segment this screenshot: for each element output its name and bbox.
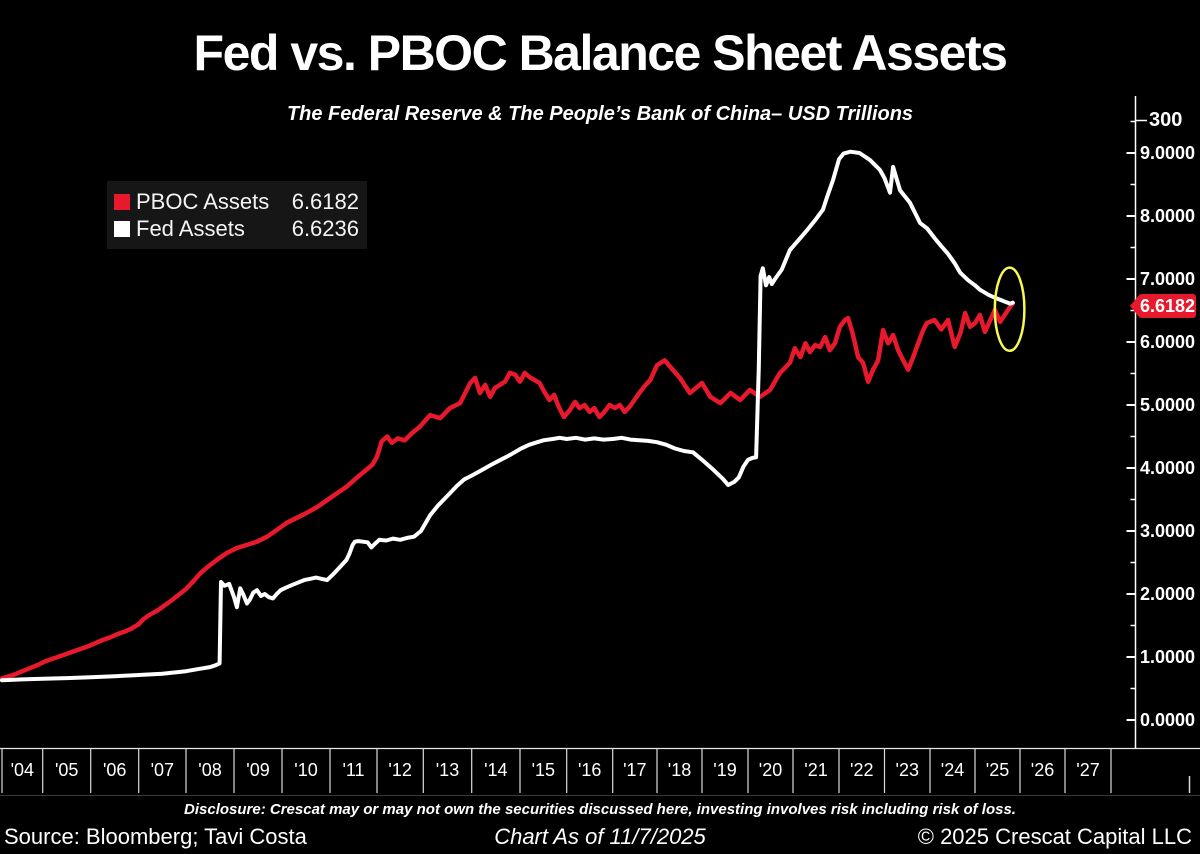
x-year-label: '21 xyxy=(804,760,828,780)
x-year-label: '26 xyxy=(1030,760,1055,780)
x-year-label: '12 xyxy=(388,760,412,780)
footer-divider xyxy=(0,795,1200,796)
legend-value-fed: 6.6236 xyxy=(291,215,359,241)
y-tick-label: 8.0000 xyxy=(1140,206,1196,226)
x-year-label: '23 xyxy=(895,760,919,780)
footer-row: Source: Bloomberg; Tavi Costa Chart As o… xyxy=(0,824,1200,850)
x-year-label: '08 xyxy=(198,760,222,780)
x-year-label: '06 xyxy=(102,760,127,780)
y-tick-label: 0.0000 xyxy=(1140,710,1196,730)
source-text: Source: Bloomberg; Tavi Costa xyxy=(4,824,307,849)
x-year-label: '17 xyxy=(623,760,647,780)
x-year-label: '27 xyxy=(1076,760,1100,780)
x-year-label: '18 xyxy=(667,760,692,780)
x-year-label: '15 xyxy=(531,760,556,780)
as-of-text: Chart As of 11/7/2025 xyxy=(494,824,706,849)
legend-row-pboc: PBOC Assets 6.6182 xyxy=(114,188,359,215)
legend-row-fed: Fed Assets 6.6236 xyxy=(114,215,359,242)
top-label-clip-mask xyxy=(1145,80,1195,102)
x-year-label: '25 xyxy=(985,760,1010,780)
x-year-label: '19 xyxy=(713,760,737,780)
x-year-label: '09 xyxy=(246,760,270,780)
legend: PBOC Assets 6.6182 Fed Assets 6.6236 xyxy=(107,181,367,249)
legend-label-pboc: PBOC Assets xyxy=(136,188,270,214)
fed-swatch-icon xyxy=(114,220,130,237)
y-tick-label: 3.0000 xyxy=(1140,521,1196,541)
chart-subtitle: The Federal Reserve & The People’s Bank … xyxy=(286,103,914,125)
x-year-label: '11 xyxy=(342,760,365,780)
x-year-label: '13 xyxy=(435,760,460,780)
y-tick-label: 9.0000 xyxy=(1140,143,1196,163)
y-tick-label: 4.0000 xyxy=(1140,458,1196,478)
x-year-label: '20 xyxy=(758,760,783,780)
y-tick-label: 5.0000 xyxy=(1140,395,1196,415)
disclosure-text: Disclosure: Crescat may or may not own t… xyxy=(184,801,1016,818)
clipped-top-label: 300 xyxy=(1149,109,1182,131)
legend-value-pboc: 6.6182 xyxy=(291,188,359,214)
x-year-label: '04 xyxy=(10,760,35,780)
fed-line xyxy=(0,149,1015,683)
legend-label-fed: Fed Assets xyxy=(136,215,245,241)
x-year-label: '24 xyxy=(940,760,965,780)
chart-title: Fed vs. PBOC Balance Sheet Assets xyxy=(193,25,1008,81)
pboc-swatch-icon xyxy=(114,193,130,210)
last-price-badge: 6.6182 xyxy=(1139,294,1196,319)
x-year-label: '22 xyxy=(850,760,874,780)
y-tick-label: 1.0000 xyxy=(1140,647,1196,667)
y-tick-label: 2.0000 xyxy=(1140,584,1196,604)
x-year-label: '16 xyxy=(577,760,602,780)
y-tick-label: 6.0000 xyxy=(1140,332,1196,352)
pboc-line xyxy=(0,300,1016,681)
x-year-label: '14 xyxy=(484,760,508,780)
x-year-label: '05 xyxy=(54,760,79,780)
y-tick-label: 7.0000 xyxy=(1140,269,1196,289)
x-year-label: '07 xyxy=(150,760,175,780)
copyright-text: © 2025 Crescat Capital LLC xyxy=(917,824,1192,849)
x-year-label: '10 xyxy=(294,760,318,780)
highlight-ellipse xyxy=(993,266,1026,353)
